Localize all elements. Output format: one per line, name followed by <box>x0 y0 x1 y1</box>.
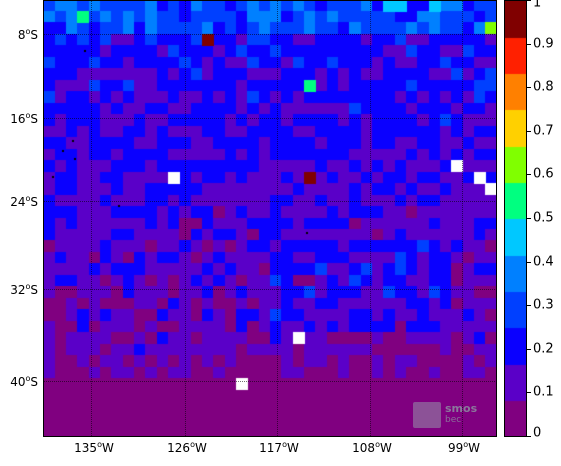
map-raster <box>44 0 497 436</box>
lon-label-99w: 99oW <box>447 440 481 455</box>
colorbar-tick-label: 0.6 <box>533 166 554 182</box>
colorbar-tick-mark <box>527 43 531 45</box>
colorbar-tick-mark <box>527 87 531 89</box>
lat-label-40s: 40oS <box>10 374 38 389</box>
colorbar-tick-mark <box>527 0 531 1</box>
colorbar-tick-mark <box>527 436 531 437</box>
colorbar-tick-label: 0.9 <box>533 36 554 52</box>
colorbar-tick-mark <box>527 174 531 176</box>
lat-label-32s: 32oS <box>10 282 38 297</box>
lat-label-8s: 8oS <box>17 27 38 42</box>
lon-label-126w: 126oW <box>167 440 207 455</box>
lon-label-117w: 117oW <box>259 440 299 455</box>
colorbar-tick-label: 0.8 <box>533 79 554 95</box>
colorbar-tick-label: 0.3 <box>533 297 554 313</box>
colorbar-tick-mark <box>527 392 531 394</box>
lat-label-16s: 16oS <box>10 111 38 126</box>
colorbar-tick-label: 1 <box>533 0 542 11</box>
colorbar-tick-label: 0.2 <box>533 341 554 357</box>
colorbar <box>505 0 526 436</box>
lon-label-135w: 135oW <box>74 440 114 455</box>
colorbar-tick-label: 0 <box>533 425 542 441</box>
colorbar-tick-mark <box>527 305 531 307</box>
colorbar-tick-mark <box>527 348 531 350</box>
colorbar-tick-label: 0.4 <box>533 254 554 270</box>
lat-label-24s: 24oS <box>10 194 38 209</box>
colorbar-tick-label: 0.5 <box>533 210 554 226</box>
colorbar-tick-label: 0.7 <box>533 123 554 139</box>
lon-label-108w: 108oW <box>352 440 392 455</box>
colorbar-tick-mark <box>527 130 531 132</box>
colorbar-tick-mark <box>527 261 531 263</box>
colorbar-tick-label: 0.1 <box>533 384 554 400</box>
colorbar-tick-mark <box>527 218 531 219</box>
